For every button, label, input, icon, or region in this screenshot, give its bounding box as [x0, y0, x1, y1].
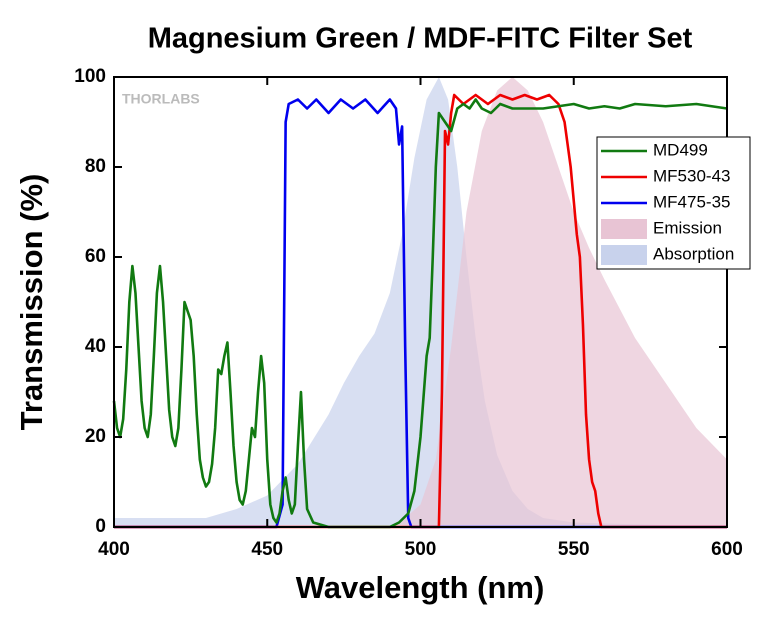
line — [114, 98, 727, 529]
y-tick-label: 20 — [85, 426, 106, 447]
area — [114, 77, 727, 527]
y-axis-label: Transmission (%) — [14, 174, 49, 431]
chart-title: Magnesium Green / MDF-FITC Filter Set — [148, 23, 693, 55]
watermark: THORLABS — [122, 91, 200, 107]
y-tick-label: 100 — [74, 66, 106, 87]
y-tick-label: 80 — [85, 156, 106, 177]
x-axis-label: Wavelength (nm) — [296, 570, 545, 605]
x-tick-label: 400 — [98, 539, 130, 560]
line — [112, 98, 728, 529]
legend-label: Emission — [653, 218, 722, 237]
legend-label: MD499 — [653, 140, 708, 159]
x-tick-label: 450 — [251, 539, 283, 560]
y-tick-label: 40 — [85, 336, 106, 357]
y-tick-label: 60 — [85, 246, 106, 267]
legend-label: MF530-43 — [653, 166, 730, 185]
y-tick-label: 0 — [95, 516, 106, 537]
legend-label: Absorption — [653, 244, 734, 263]
x-tick-label: 550 — [558, 539, 590, 560]
legend-swatch — [601, 245, 647, 265]
x-tick-label: 600 — [711, 539, 743, 560]
legend: MD499 MF530-43 MF475-35 Emission Absorption — [596, 136, 751, 270]
area — [114, 77, 727, 527]
x-tick-label: 500 — [405, 539, 437, 560]
legend-swatch — [601, 219, 647, 239]
legend-label: MF475-35 — [653, 192, 730, 211]
